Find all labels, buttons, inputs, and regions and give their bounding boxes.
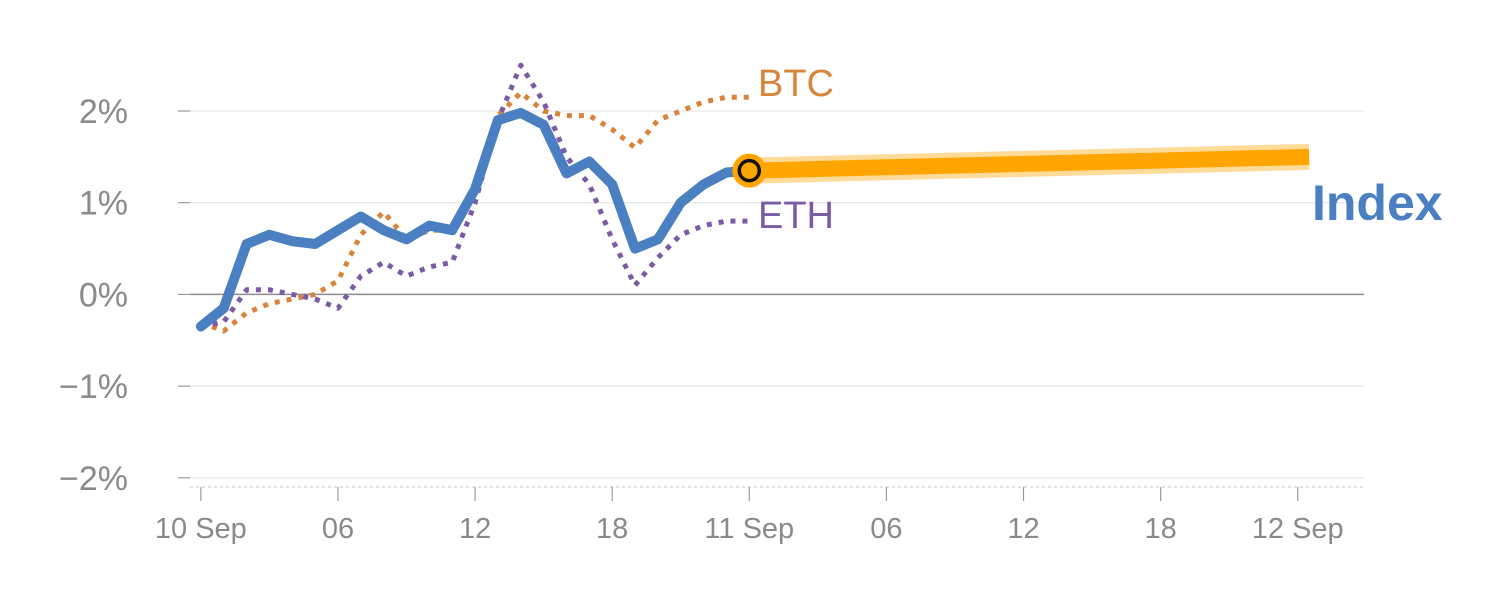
y-tick-label: 0%: [79, 276, 128, 314]
x-tick-label: 12: [459, 513, 491, 545]
grid-lines: [190, 110, 1364, 488]
y-tick-label: 1%: [79, 185, 128, 223]
series-label-btc: BTC: [758, 63, 834, 105]
x-tick-label: 18: [1144, 513, 1176, 545]
x-tick-label: 06: [322, 513, 354, 545]
series-line-index: [195, 107, 755, 332]
projection-band: [732, 143, 1310, 188]
x-tick-label: 10 Sep: [155, 513, 247, 545]
current-marker-ring: [737, 158, 762, 183]
x-tick-label: 12: [1007, 513, 1039, 545]
projection-band-core: [749, 148, 1310, 179]
x-tick-label: 11 Sep: [704, 513, 794, 545]
y-tick-label: −2%: [59, 460, 128, 498]
x-axis: 10 Sep 06 12 18 11 Sep 06 12 18 12 Sep: [155, 487, 1344, 545]
current-marker-outer: [732, 153, 767, 188]
y-tick-label: 2%: [79, 93, 128, 131]
x-tick-label: 06: [870, 513, 902, 545]
series-label-eth: ETH: [758, 195, 834, 237]
y-tick-label: −1%: [59, 368, 128, 406]
y-axis: 2% 1% 0% −1% −2%: [59, 93, 190, 498]
series-label-index: Index: [1312, 175, 1443, 231]
series-labels: BTC ETH Index: [758, 63, 1443, 237]
series-line-eth: [200, 62, 750, 329]
series-lines: [195, 62, 755, 334]
x-tick-label: 18: [596, 513, 628, 545]
x-tick-label: 12 Sep: [1252, 513, 1344, 545]
series-line-btc: [199, 90, 750, 334]
